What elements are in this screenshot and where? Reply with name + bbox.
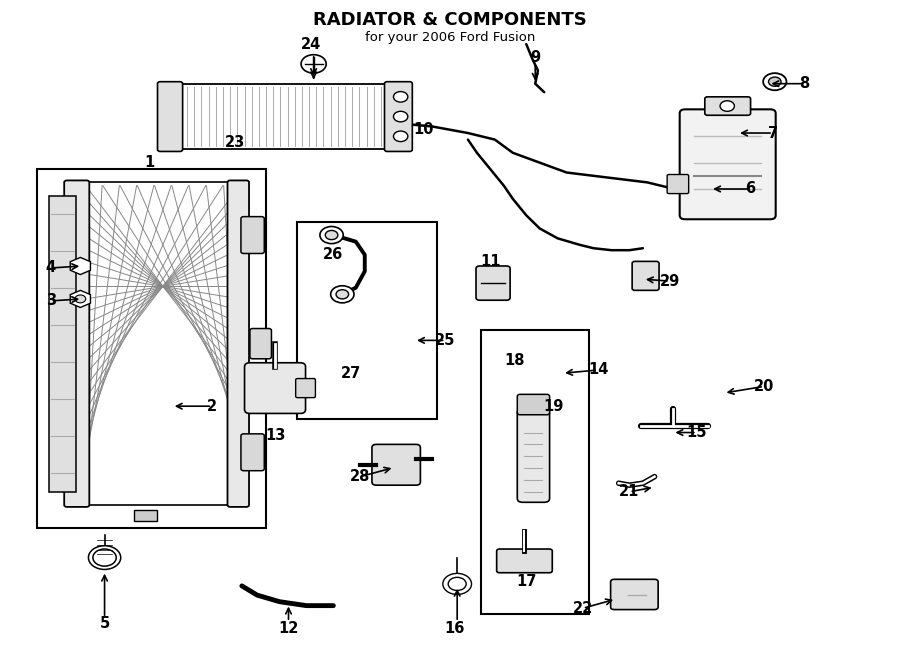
FancyBboxPatch shape bbox=[228, 180, 249, 507]
Circle shape bbox=[443, 573, 472, 594]
FancyBboxPatch shape bbox=[667, 175, 688, 194]
Circle shape bbox=[720, 100, 734, 111]
Bar bbox=[49, 196, 76, 492]
Text: 3: 3 bbox=[46, 293, 56, 309]
Text: 20: 20 bbox=[754, 379, 774, 394]
Text: 1: 1 bbox=[144, 155, 155, 170]
Circle shape bbox=[393, 92, 408, 102]
Text: 17: 17 bbox=[516, 574, 536, 590]
Circle shape bbox=[448, 577, 466, 590]
Text: 19: 19 bbox=[543, 399, 563, 414]
Bar bbox=[80, 182, 248, 505]
Circle shape bbox=[75, 295, 86, 303]
Circle shape bbox=[763, 73, 787, 91]
Text: 13: 13 bbox=[265, 428, 285, 444]
Text: RADIATOR & COMPONENTS: RADIATOR & COMPONENTS bbox=[313, 11, 587, 29]
FancyBboxPatch shape bbox=[296, 379, 315, 398]
Text: for your 2006 Ford Fusion: for your 2006 Ford Fusion bbox=[364, 31, 536, 44]
Polygon shape bbox=[70, 257, 90, 274]
Text: 15: 15 bbox=[687, 425, 707, 440]
Text: 22: 22 bbox=[572, 601, 593, 616]
Text: 4: 4 bbox=[46, 260, 56, 276]
FancyBboxPatch shape bbox=[632, 261, 659, 290]
FancyBboxPatch shape bbox=[158, 82, 183, 151]
Circle shape bbox=[93, 549, 116, 566]
FancyBboxPatch shape bbox=[64, 180, 89, 507]
Text: 2: 2 bbox=[207, 399, 217, 414]
Text: 6: 6 bbox=[745, 182, 756, 196]
FancyBboxPatch shape bbox=[518, 408, 550, 502]
FancyBboxPatch shape bbox=[705, 97, 751, 115]
Text: 21: 21 bbox=[619, 485, 640, 499]
Text: 28: 28 bbox=[350, 469, 371, 484]
FancyBboxPatch shape bbox=[250, 329, 272, 359]
FancyBboxPatch shape bbox=[245, 363, 305, 413]
FancyBboxPatch shape bbox=[241, 217, 265, 253]
Text: 8: 8 bbox=[799, 76, 809, 91]
Polygon shape bbox=[70, 290, 90, 307]
Circle shape bbox=[325, 231, 338, 240]
FancyBboxPatch shape bbox=[384, 82, 412, 151]
FancyBboxPatch shape bbox=[518, 395, 550, 414]
Circle shape bbox=[88, 546, 121, 569]
Bar bbox=[298, 222, 436, 419]
FancyBboxPatch shape bbox=[372, 444, 420, 485]
FancyBboxPatch shape bbox=[680, 109, 776, 219]
Text: 29: 29 bbox=[660, 274, 680, 289]
FancyBboxPatch shape bbox=[476, 266, 510, 300]
Circle shape bbox=[330, 286, 354, 303]
FancyBboxPatch shape bbox=[610, 579, 658, 609]
FancyBboxPatch shape bbox=[497, 549, 553, 572]
Text: 9: 9 bbox=[530, 50, 540, 65]
Text: 26: 26 bbox=[323, 247, 344, 262]
Circle shape bbox=[769, 77, 781, 87]
Circle shape bbox=[336, 290, 348, 299]
FancyBboxPatch shape bbox=[241, 434, 265, 471]
Text: 11: 11 bbox=[480, 254, 500, 269]
Bar bbox=[482, 330, 590, 613]
Text: 24: 24 bbox=[301, 36, 321, 52]
Text: 12: 12 bbox=[278, 621, 299, 635]
Circle shape bbox=[320, 227, 343, 244]
Text: 18: 18 bbox=[504, 352, 525, 368]
Text: 16: 16 bbox=[445, 621, 464, 635]
Text: 5: 5 bbox=[99, 616, 110, 631]
Text: 25: 25 bbox=[436, 333, 455, 348]
Text: 14: 14 bbox=[588, 362, 608, 377]
Bar bbox=[134, 510, 157, 522]
Circle shape bbox=[302, 55, 326, 73]
Text: 7: 7 bbox=[768, 126, 778, 141]
Bar bbox=[37, 169, 266, 528]
Text: 10: 10 bbox=[413, 122, 433, 137]
Text: 27: 27 bbox=[341, 366, 362, 381]
Circle shape bbox=[393, 131, 408, 141]
Circle shape bbox=[393, 111, 408, 122]
Text: 23: 23 bbox=[224, 136, 245, 151]
Bar bbox=[176, 84, 392, 149]
